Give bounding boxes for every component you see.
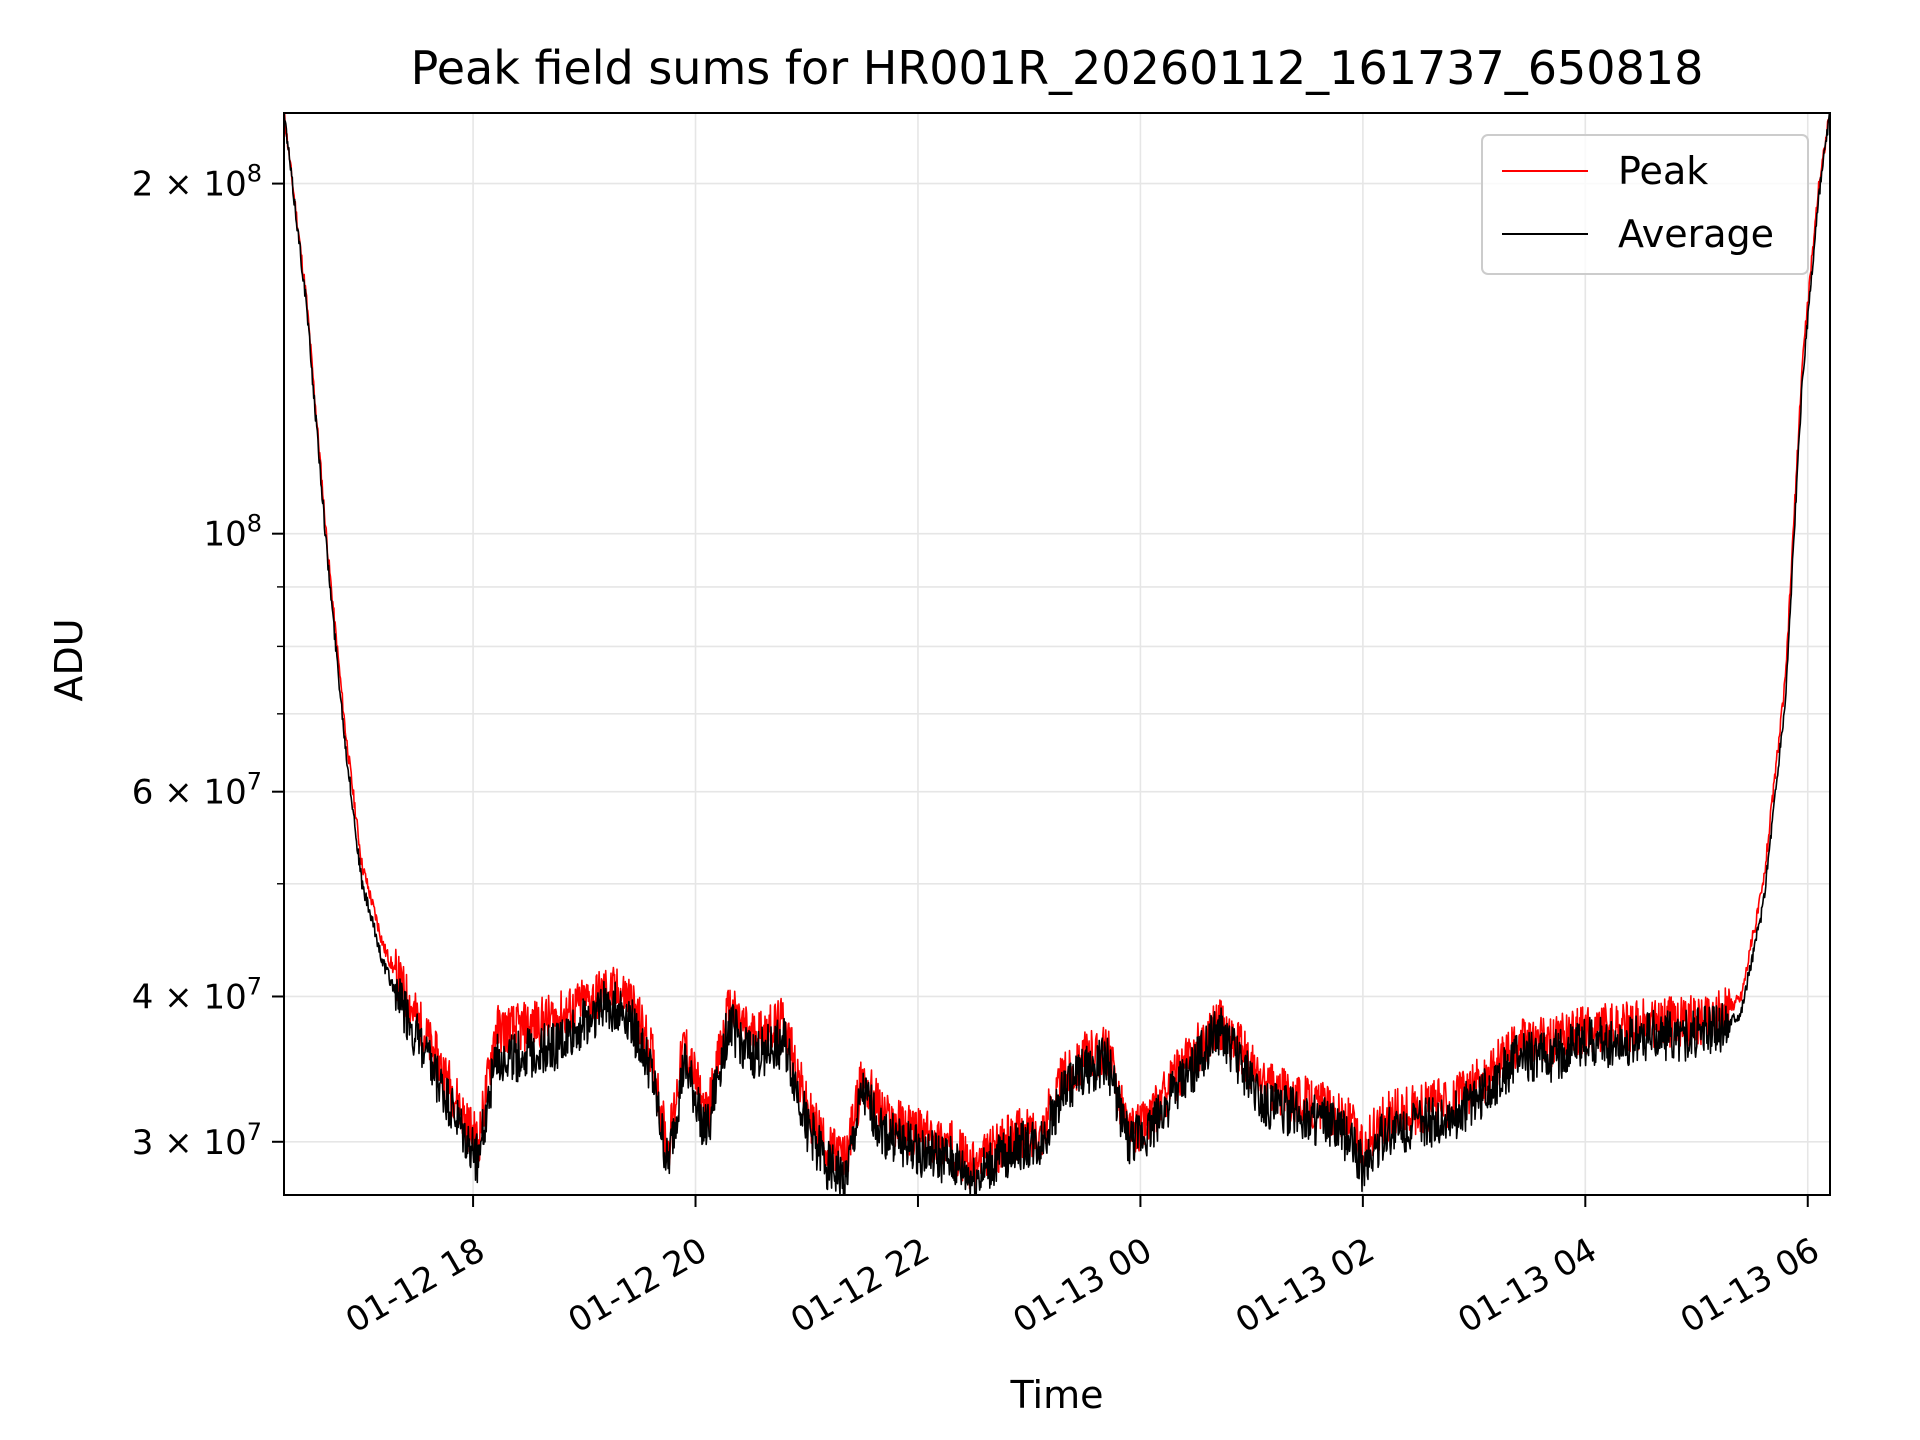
legend-box [1481,134,1809,275]
y-tick-label: 3 × 107 [132,1118,262,1163]
series-line-peak [284,113,1830,1190]
legend-peak-label: Peak [1618,149,1708,193]
y-tick-label: 4 × 107 [132,972,262,1017]
plot-area-frame [283,112,1831,1196]
x-axis-label: Time [1010,1373,1104,1417]
y-tick-label: 108 [203,510,262,555]
series-line-average [284,113,1830,1195]
legend: Peak Average [1481,134,1809,275]
chart-title: Peak field sums for HR001R_20260112_1617… [411,41,1704,95]
legend-average-label: Average [1618,212,1774,256]
y-axis-ticks: 3 × 107 4 × 107 6 × 107 108 2 × 108 [132,160,284,1163]
series-layer [284,113,1830,1195]
y-tick-label: 2 × 108 [132,160,262,205]
y-tick-label: 6 × 107 [132,768,262,813]
y-axis-label: ADU [47,618,91,701]
grid-lines [284,113,1830,1195]
